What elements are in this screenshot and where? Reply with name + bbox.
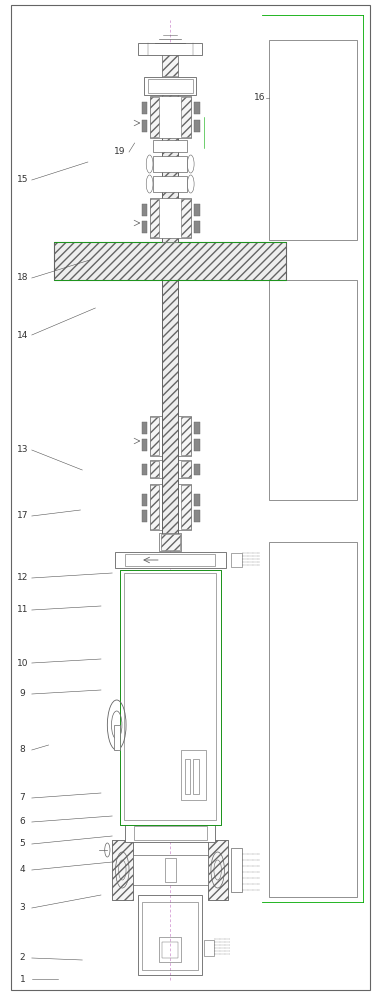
- Bar: [165, 858, 176, 882]
- Text: 4: 4: [19, 865, 25, 874]
- Bar: [181, 417, 191, 455]
- Bar: [133, 855, 208, 885]
- Bar: [194, 464, 200, 475]
- Bar: [194, 510, 200, 522]
- Bar: [114, 725, 120, 750]
- Bar: [142, 902, 198, 970]
- Text: 14: 14: [17, 330, 28, 340]
- Bar: [194, 221, 200, 233]
- Bar: [181, 97, 191, 137]
- Text: 9: 9: [19, 690, 25, 698]
- Bar: [142, 120, 147, 132]
- Bar: [150, 485, 159, 529]
- Text: 1: 1: [19, 974, 25, 983]
- Bar: [153, 156, 187, 172]
- Text: 6: 6: [19, 817, 25, 826]
- Bar: [194, 120, 200, 132]
- Text: 11: 11: [17, 605, 28, 614]
- Bar: [269, 40, 357, 240]
- Bar: [142, 102, 147, 114]
- Bar: [159, 533, 181, 551]
- Bar: [194, 102, 200, 114]
- Text: 15: 15: [17, 175, 28, 184]
- Bar: [142, 439, 147, 451]
- Bar: [150, 461, 159, 477]
- Bar: [153, 176, 187, 192]
- Bar: [150, 97, 159, 137]
- Bar: [125, 824, 215, 842]
- Bar: [112, 840, 133, 900]
- Bar: [150, 460, 191, 478]
- Bar: [115, 552, 226, 568]
- Bar: [162, 52, 178, 77]
- Bar: [124, 573, 216, 820]
- Bar: [120, 570, 221, 825]
- Bar: [204, 940, 214, 956]
- Text: 5: 5: [19, 839, 25, 848]
- Bar: [144, 77, 196, 95]
- Text: 8: 8: [19, 746, 25, 754]
- Bar: [150, 96, 191, 138]
- Text: 3: 3: [19, 904, 25, 913]
- Bar: [142, 204, 147, 216]
- Bar: [194, 494, 200, 506]
- Text: 18: 18: [17, 273, 28, 282]
- Bar: [193, 759, 199, 794]
- Bar: [125, 554, 215, 566]
- Bar: [181, 750, 206, 800]
- Bar: [162, 80, 178, 242]
- Bar: [142, 510, 147, 522]
- Text: 16: 16: [254, 94, 266, 103]
- Bar: [54, 242, 286, 280]
- Bar: [138, 895, 202, 975]
- Bar: [153, 140, 187, 152]
- Bar: [269, 542, 357, 897]
- Bar: [142, 422, 147, 434]
- Bar: [142, 221, 147, 233]
- Bar: [162, 242, 178, 533]
- Text: 12: 12: [17, 573, 28, 582]
- Bar: [181, 461, 191, 477]
- Bar: [112, 840, 133, 900]
- Bar: [162, 942, 178, 958]
- Bar: [142, 464, 147, 475]
- Bar: [150, 199, 159, 237]
- Bar: [159, 937, 181, 962]
- Bar: [120, 570, 221, 825]
- Bar: [194, 204, 200, 216]
- Bar: [138, 43, 202, 55]
- Text: 19: 19: [114, 147, 125, 156]
- Bar: [162, 53, 178, 76]
- Bar: [181, 199, 191, 237]
- Bar: [134, 826, 207, 840]
- Bar: [150, 416, 191, 456]
- Bar: [148, 79, 193, 93]
- Bar: [269, 280, 357, 500]
- Bar: [194, 439, 200, 451]
- Bar: [208, 840, 228, 900]
- Bar: [150, 417, 159, 455]
- Text: 13: 13: [17, 446, 28, 454]
- Bar: [185, 759, 190, 794]
- Bar: [161, 534, 180, 550]
- Text: 17: 17: [17, 512, 28, 520]
- Bar: [194, 422, 200, 434]
- Bar: [181, 485, 191, 529]
- Bar: [54, 242, 286, 280]
- Bar: [150, 484, 191, 530]
- Bar: [142, 494, 147, 506]
- Bar: [231, 848, 242, 892]
- Bar: [208, 840, 228, 900]
- Text: 10: 10: [17, 659, 28, 668]
- Bar: [150, 198, 191, 238]
- Bar: [231, 553, 242, 567]
- Text: 7: 7: [19, 794, 25, 802]
- Text: 2: 2: [19, 954, 25, 962]
